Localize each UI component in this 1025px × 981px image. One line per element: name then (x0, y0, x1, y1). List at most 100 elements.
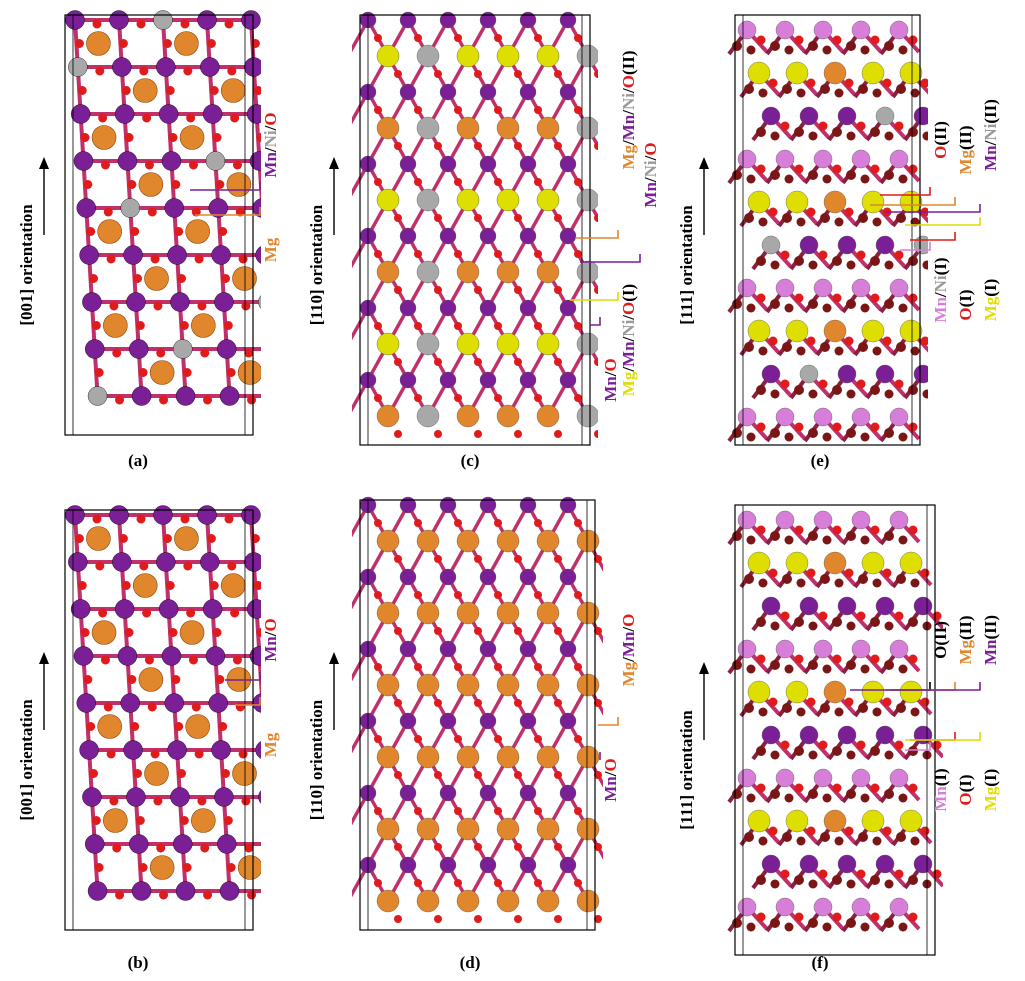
o-atom-ii (898, 922, 908, 932)
o-atom-ii (846, 531, 856, 541)
ni-atom (576, 188, 598, 212)
unit-cell-box (359, 14, 591, 446)
o-atom (106, 749, 116, 759)
o-atom (124, 628, 134, 637)
o-atom (394, 555, 402, 563)
o-atom (454, 250, 462, 258)
o-atom (574, 178, 582, 186)
o-atom (534, 519, 542, 527)
o-atom-ii (910, 707, 920, 717)
o-atom-ii (884, 428, 894, 438)
mn-atom (519, 299, 537, 317)
mn-atom (264, 387, 283, 406)
o-atom-ii (884, 750, 894, 760)
o-atom (756, 783, 766, 793)
o-atom-ii (846, 750, 856, 760)
o-atom (594, 214, 598, 222)
o-atom (77, 581, 87, 590)
mn-atom (170, 292, 190, 312)
o-atom (203, 890, 213, 900)
label-part: O (601, 758, 620, 771)
o-atom-ii (908, 617, 918, 627)
o-atom (832, 654, 842, 664)
o-atom (574, 34, 582, 42)
mn-atom-i (737, 768, 757, 788)
mn-atom (479, 155, 497, 173)
label-connector (195, 207, 261, 216)
o-atom (534, 322, 542, 330)
mn-atom-i (737, 407, 757, 427)
o-atom (200, 348, 210, 358)
mg-atom-i (496, 332, 520, 356)
ni-atom (120, 198, 140, 218)
mn-atom-i (851, 407, 871, 427)
species-label: Mg/Mn/O (619, 614, 638, 687)
label-part: / (619, 627, 638, 633)
o-atom-ii (770, 621, 780, 631)
o-atom (534, 106, 542, 114)
mg-atom (456, 529, 480, 553)
mn-atom (479, 712, 497, 730)
o-atom (374, 394, 382, 402)
o-atom (594, 627, 602, 635)
o-atom (153, 796, 163, 806)
o-atom-ii (808, 299, 818, 309)
o-atom-ii (782, 342, 792, 352)
o-atom-ii (758, 346, 768, 356)
structure (727, 20, 928, 443)
mn-atom-i (851, 20, 871, 40)
label-part: / (601, 371, 620, 377)
ni-atom (87, 386, 108, 406)
o-atom (882, 826, 892, 836)
o-atom-ii (858, 342, 868, 352)
o-atom-ii (808, 531, 818, 541)
mn-atom (913, 106, 928, 126)
mg-atom (376, 116, 400, 140)
o-atom (514, 286, 522, 294)
label-connector (575, 230, 619, 239)
o-atom-ii (808, 170, 818, 180)
label-part: Mn (261, 152, 280, 178)
o-atom-ii (796, 578, 806, 588)
o-atom (80, 133, 90, 142)
ni-atom (875, 106, 895, 126)
svg-text:Mn/Ni/O: Mn/Ni/O (261, 112, 280, 177)
mn-atom-i (813, 768, 833, 788)
mn-atom (68, 552, 88, 572)
o-atom-ii (908, 385, 918, 395)
o-atom (514, 771, 522, 779)
mg-atom-i (861, 61, 885, 85)
mn-atom (439, 856, 457, 874)
mn-atom (439, 371, 457, 389)
o-atom-ii (860, 45, 870, 55)
mn-atom-i (737, 639, 757, 659)
o-atom (153, 301, 163, 311)
o-atom-ii (908, 875, 918, 885)
o-atom (844, 336, 854, 346)
o-atom (394, 843, 402, 851)
o-atom (434, 430, 442, 438)
mn-atom (479, 856, 497, 874)
orientation-label: [111] orientation (677, 710, 696, 830)
o-atom (474, 358, 482, 366)
o-atom (434, 555, 442, 563)
mn-atom (519, 83, 537, 101)
mg-atom (496, 745, 520, 769)
o-atom-ii (782, 574, 792, 584)
o-atom-ii (860, 793, 870, 803)
mn-atom (153, 505, 173, 525)
o-atom (780, 250, 790, 260)
o-atom (534, 663, 542, 671)
o-atom (474, 771, 482, 779)
o-atom (474, 142, 482, 150)
o-atom (454, 178, 462, 186)
o-atom (534, 250, 542, 258)
o-atom (230, 608, 240, 618)
mn-atom (479, 11, 497, 29)
o-atom (514, 699, 522, 707)
mg-atom-i (747, 809, 771, 833)
o-atom (844, 207, 854, 217)
o-atom-ii (784, 174, 794, 184)
o-atom-ii (846, 41, 856, 51)
o-atom-ii (746, 664, 756, 674)
